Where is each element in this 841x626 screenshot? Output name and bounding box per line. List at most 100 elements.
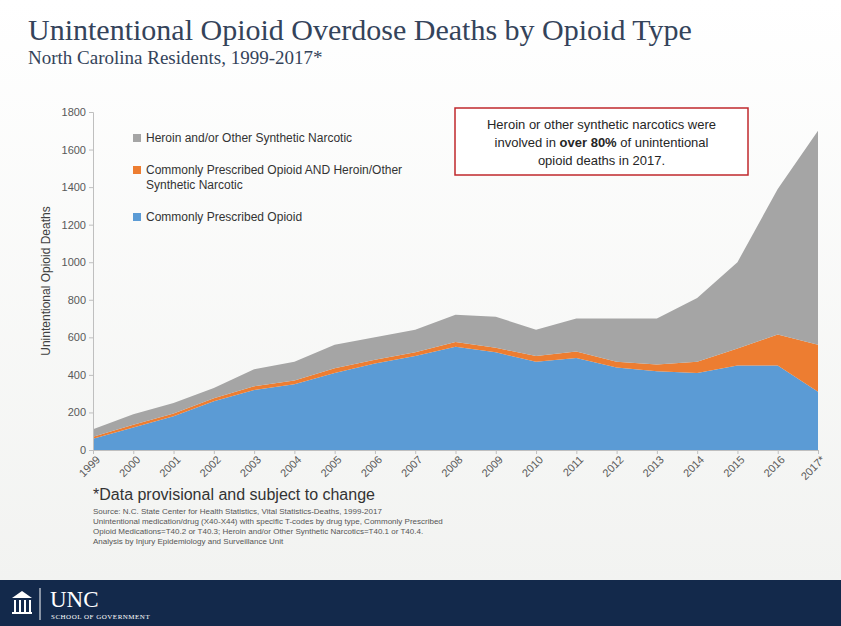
y-axis-line — [89, 113, 94, 451]
legend-label: Heroin and/or Other Synthetic Narcotic — [146, 131, 352, 145]
x-tick-label: 2010 — [519, 453, 545, 479]
source-line: Opioid Medications=T40.2 or T40.3; Heroi… — [93, 527, 423, 536]
y-tick-mark — [89, 300, 93, 301]
y-tick-label: 600 — [68, 331, 86, 343]
legend-label-line: Synthetic Narcotic — [146, 178, 243, 192]
y-tick-label: 1000 — [62, 256, 86, 268]
x-tick: 2017* — [798, 450, 827, 482]
y-tick: 1800 — [62, 106, 93, 118]
footer: UNCSCHOOL OF GOVERNMENT — [0, 580, 841, 626]
annotation-line: involved in over 80% of unintentional — [495, 135, 709, 150]
x-tick: 2004 — [278, 450, 304, 479]
y-tick-mark — [89, 262, 93, 263]
background — [0, 0, 841, 626]
y-tick-mark — [89, 412, 93, 413]
x-tick: 2003 — [238, 450, 264, 479]
y-tick-label: 1400 — [62, 181, 86, 193]
x-axis: 1999 2000 2001 2002 2003 2004 2005 2006 2007 2008… — [76, 450, 827, 482]
logo-icon — [12, 591, 32, 614]
annotation-text: involved in — [495, 135, 560, 150]
subtitle: North Carolina Residents, 1999-2017* — [28, 47, 322, 68]
x-tick-label: 2002 — [197, 453, 223, 479]
x-tick-label: 2009 — [479, 453, 505, 479]
annotation-box — [455, 108, 748, 175]
annotation-line: Heroin or other synthetic narcotics were — [487, 117, 716, 132]
logo-column — [29, 600, 31, 612]
x-tick: 2006 — [358, 450, 384, 479]
y-tick-mark — [89, 187, 93, 188]
x-tick: 2012 — [600, 450, 626, 479]
source-line: Unintentional medication/drug (X40-X44) … — [93, 517, 443, 526]
y-tick: 600 — [68, 331, 93, 343]
legend-item: Commonly Prescribed Opioid — [133, 210, 302, 224]
annotation-line: opioid deaths in 2017. — [538, 153, 665, 168]
y-tick-mark — [89, 337, 93, 338]
y-tick-mark — [89, 150, 93, 151]
annotation-text: Heroin or other synthetic narcotics were — [487, 117, 716, 132]
x-tick-label: 2016 — [761, 453, 787, 479]
x-tick-label: 2014 — [681, 453, 707, 479]
x-tick: 2005 — [318, 450, 344, 479]
x-tick-label: 2008 — [439, 453, 465, 479]
legend-swatch — [133, 213, 141, 221]
x-tick-label: 2012 — [600, 453, 626, 479]
x-tick: 2007 — [399, 450, 425, 479]
legend-swatch — [133, 166, 141, 174]
x-tick-label: 2013 — [640, 453, 666, 479]
footnote: *Data provisional and subject to change — [93, 486, 375, 503]
x-tick-label: 2011 — [560, 453, 585, 478]
annotation-text: over 80% — [560, 135, 618, 150]
x-tick: 2000 — [117, 450, 143, 479]
logo-column — [14, 600, 16, 612]
source-line: Analysis by Injury Epidemiology and Surv… — [93, 537, 284, 546]
x-tick: 2014 — [681, 450, 707, 479]
legend-label: Commonly Prescribed Opioid AND Heroin/Ot… — [146, 163, 402, 192]
y-tick: 1200 — [62, 219, 93, 231]
x-tick-label: 2017* — [798, 453, 827, 482]
x-tick: 1999 — [76, 450, 102, 479]
y-tick-label: 200 — [68, 406, 86, 418]
x-tick-label: 2006 — [358, 453, 384, 479]
y-axis: 0 200 400 600 800 1000 1200 1400 1600 1800 — [62, 106, 94, 456]
y-tick: 400 — [68, 369, 93, 381]
legend-label-line: Heroin and/or Other Synthetic Narcotic — [146, 131, 352, 145]
x-tick: 2008 — [439, 450, 465, 479]
logo-roof — [12, 591, 32, 598]
x-tick: 2001 — [157, 450, 183, 479]
logo-column — [24, 600, 26, 612]
y-tick: 1000 — [62, 256, 93, 268]
y-tick: 1600 — [62, 144, 93, 156]
x-tick-label: 2005 — [318, 453, 344, 479]
x-tick: 2011 — [560, 450, 585, 479]
y-tick: 0 — [80, 444, 93, 456]
x-tick-label: 2003 — [238, 453, 264, 479]
y-tick-label: 1200 — [62, 219, 86, 231]
legend-label: Commonly Prescribed Opioid — [146, 210, 302, 224]
x-tick-label: 2001 — [157, 453, 183, 479]
source-line: Source: N.C. State Center for Health Sta… — [93, 507, 382, 516]
x-tick: 2009 — [479, 450, 505, 479]
y-axis-title: Unintentional Opioid Deaths — [39, 206, 53, 355]
y-tick-mark — [89, 225, 93, 226]
x-tick: 2013 — [640, 450, 666, 479]
y-tick-label: 1800 — [62, 106, 86, 118]
area-series — [93, 131, 818, 437]
logo-column — [19, 600, 21, 612]
y-tick: 1400 — [62, 181, 93, 193]
legend-item: Commonly Prescribed Opioid AND Heroin/Ot… — [133, 163, 402, 192]
y-tick: 800 — [68, 294, 93, 306]
x-tick-label: 2007 — [399, 453, 425, 479]
annotation-text: of unintentional — [617, 135, 709, 150]
y-tick-label: 0 — [80, 444, 86, 456]
footer-bar — [0, 580, 841, 626]
logo-base — [12, 612, 32, 614]
annotation: Heroin or other synthetic narcotics were… — [455, 108, 748, 175]
y-tick: 200 — [68, 406, 93, 418]
legend-swatch — [133, 134, 141, 142]
x-tick-label: 2000 — [117, 453, 143, 479]
x-tick-label: 1999 — [76, 453, 102, 479]
plot-area — [93, 131, 818, 450]
y-tick-mark — [89, 450, 93, 451]
footer-logo: UNC — [50, 587, 99, 612]
legend-item: Heroin and/or Other Synthetic Narcotic — [133, 131, 352, 145]
